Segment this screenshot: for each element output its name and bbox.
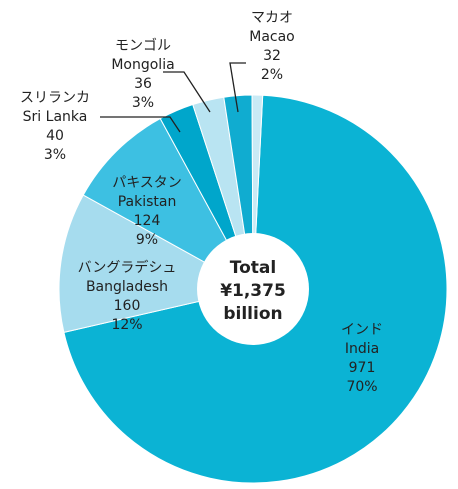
slice-label: スリランカ bbox=[20, 90, 90, 106]
leader-line bbox=[163, 71, 211, 113]
leader-line bbox=[100, 116, 181, 133]
slice-label: 3% bbox=[132, 95, 154, 111]
slice-label: 2% bbox=[261, 67, 283, 83]
slice-label: パキスタン bbox=[112, 175, 182, 191]
slice-label: 124 bbox=[134, 213, 161, 229]
slice-label: 3% bbox=[44, 147, 66, 163]
slice-label: 160 bbox=[114, 298, 141, 314]
slice-label: Pakistan bbox=[118, 194, 177, 210]
slice-label: インド bbox=[341, 322, 383, 338]
center-label: ¥1,375 bbox=[220, 281, 286, 301]
slice-label: 70% bbox=[346, 379, 377, 395]
slice-label: 32 bbox=[263, 48, 281, 64]
slice-label: Mongolia bbox=[111, 57, 174, 73]
donut-hole bbox=[197, 233, 309, 345]
slice-label: 9% bbox=[136, 232, 158, 248]
slice bbox=[82, 117, 255, 291]
leader-line bbox=[229, 62, 246, 113]
slice-label: 12% bbox=[111, 317, 142, 333]
slice-label: 36 bbox=[134, 76, 152, 92]
slice-label: マカオ bbox=[251, 10, 293, 26]
slice-label: India bbox=[345, 341, 379, 357]
center-label: billion bbox=[223, 304, 282, 324]
center-label: Total bbox=[230, 258, 276, 278]
slice-label: 971 bbox=[349, 360, 376, 376]
slice-label: モンゴル bbox=[115, 37, 171, 54]
slice-label: Sri Lanka bbox=[23, 109, 88, 125]
slice-label: 40 bbox=[46, 128, 64, 144]
slice-label: Macao bbox=[249, 29, 295, 45]
slice-label: Bangladesh bbox=[86, 279, 168, 295]
slice-label: バングラデシュ bbox=[78, 259, 177, 276]
